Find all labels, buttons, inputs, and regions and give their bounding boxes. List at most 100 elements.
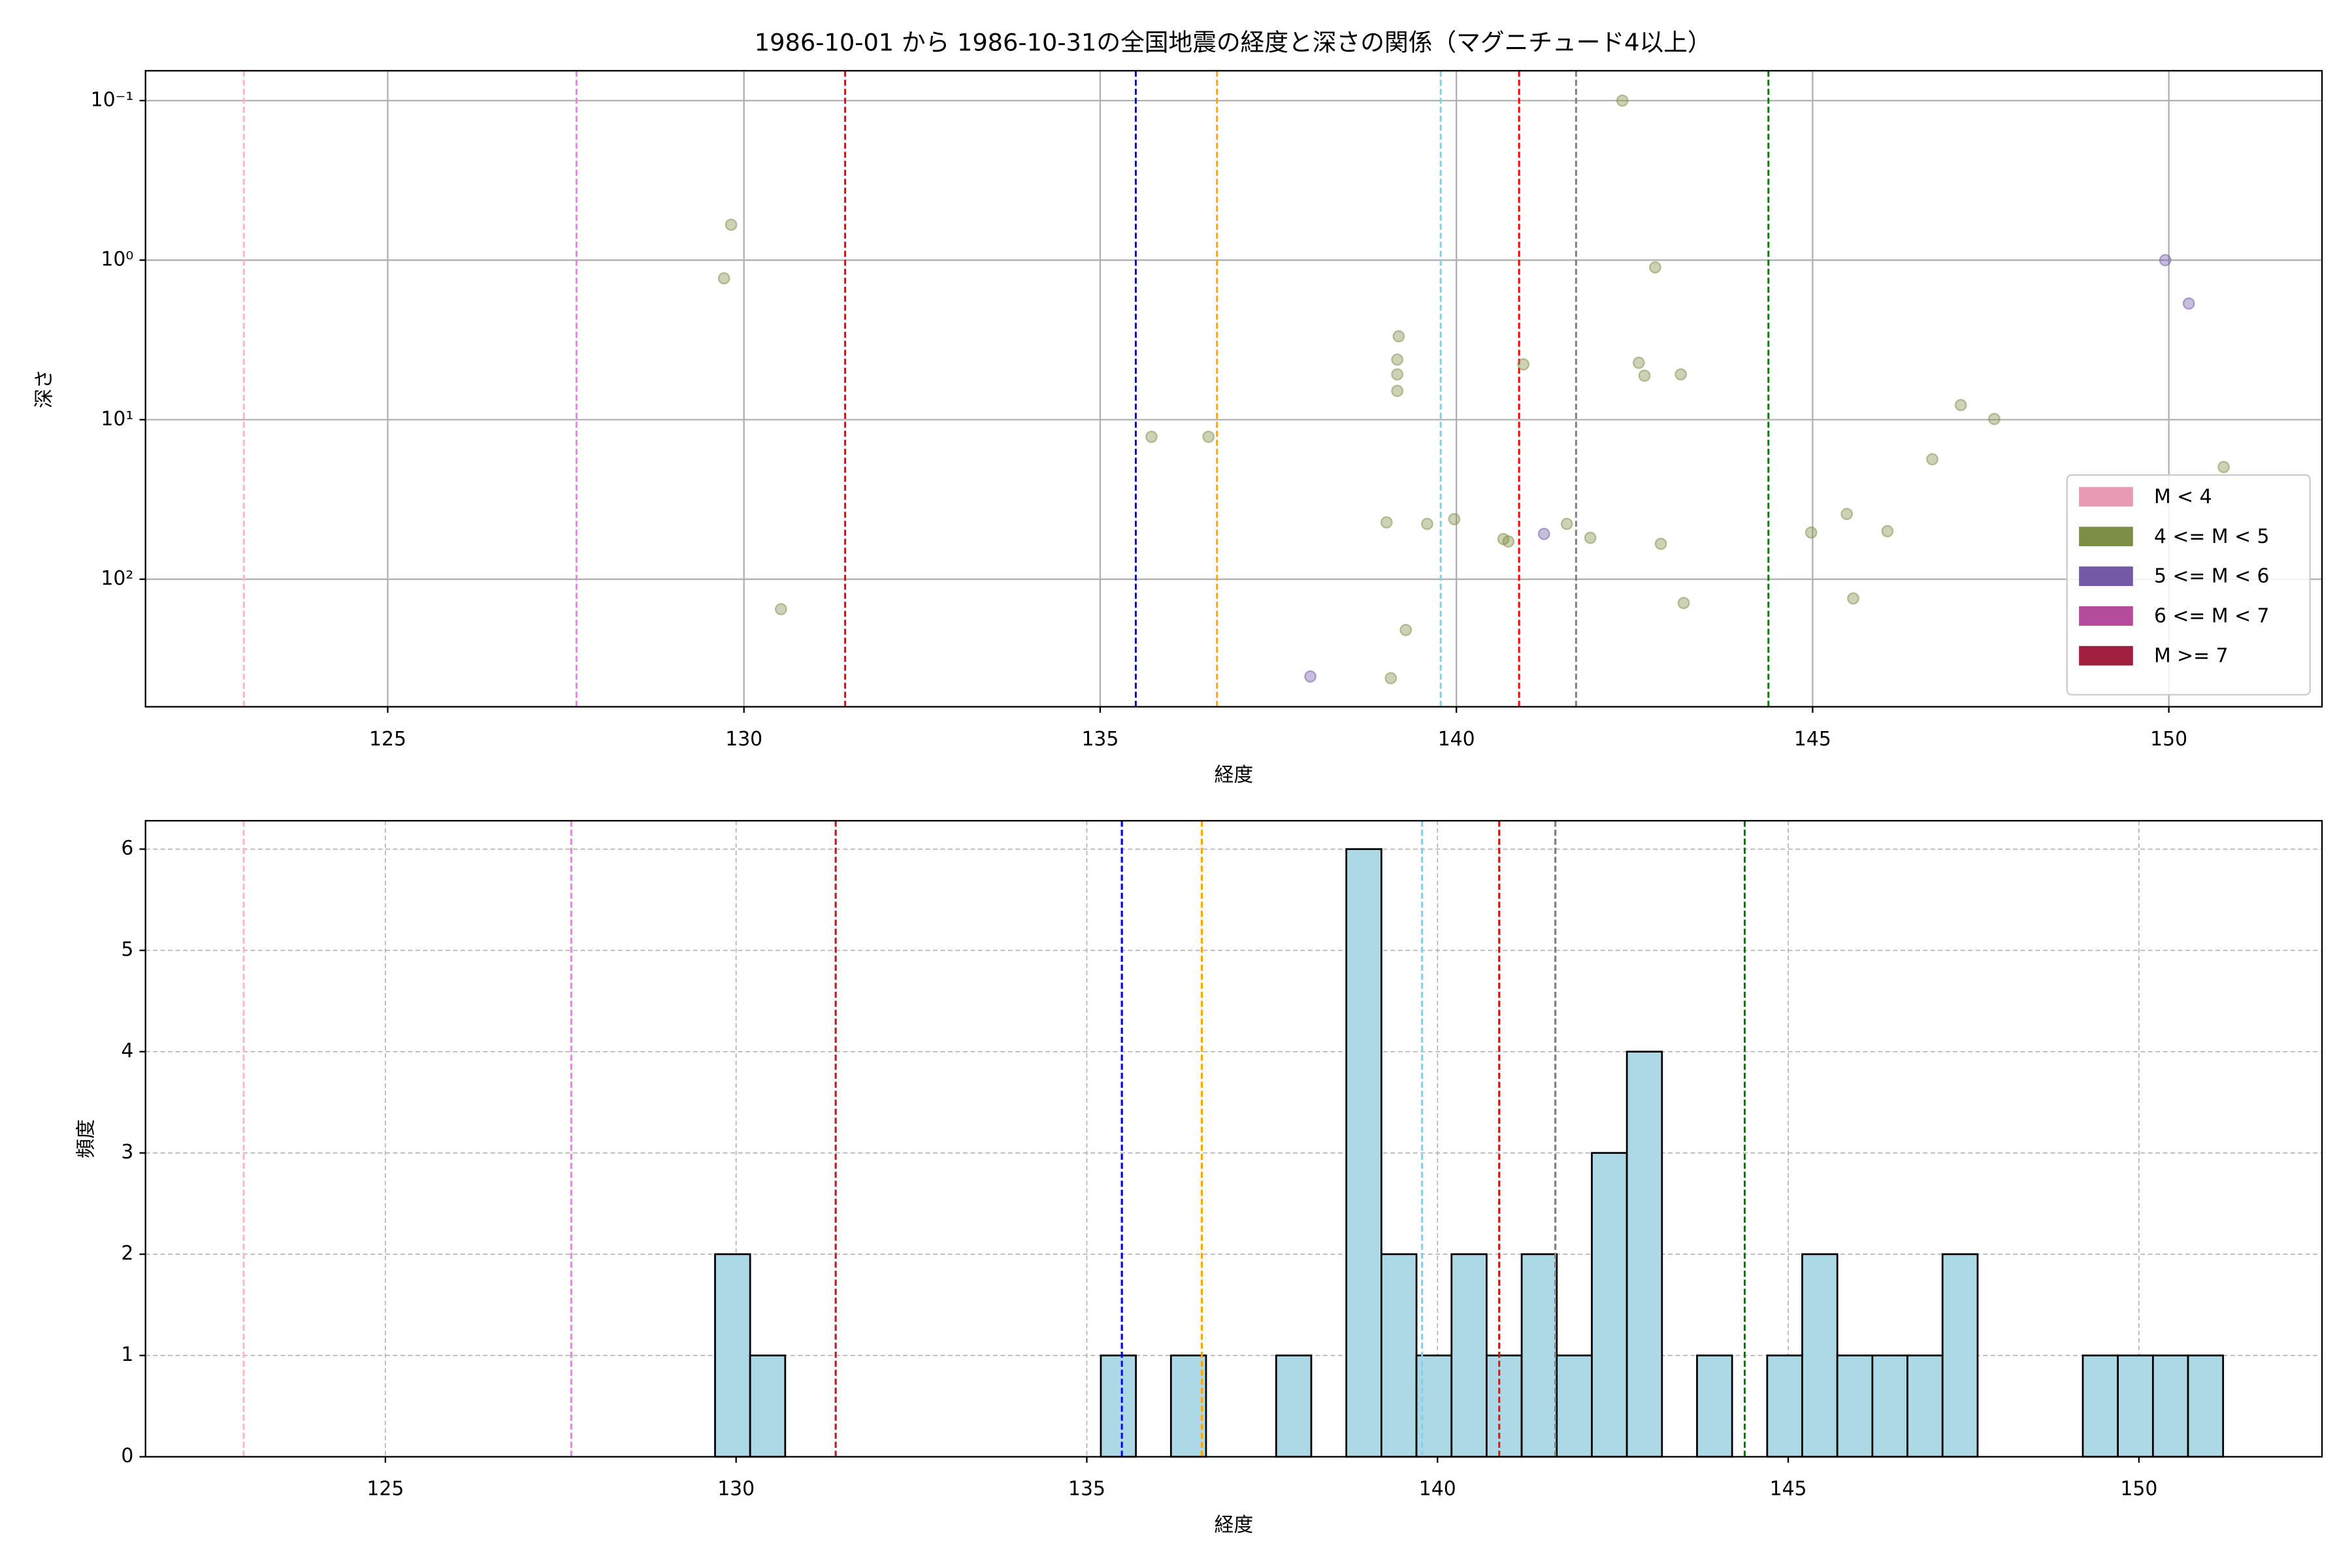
x-tick-label: 130	[717, 1478, 755, 1501]
x-tick-label: 145	[1770, 1478, 1807, 1501]
bar	[749, 1354, 787, 1458]
y-tick-label: 4	[121, 1039, 133, 1062]
point	[1391, 368, 1404, 381]
y-tick-label: 6	[121, 837, 133, 860]
legend-swatch	[2079, 645, 2133, 666]
point	[1384, 672, 1397, 685]
x-tick-label: 140	[1419, 1478, 1456, 1501]
point	[1926, 453, 1939, 466]
axes-frame	[144, 70, 2323, 708]
y-tick-label: 10⁰	[101, 248, 133, 271]
x-tick-label: 145	[1794, 728, 1831, 751]
point	[1517, 358, 1530, 371]
bar	[1766, 1354, 1803, 1458]
point	[1954, 399, 1967, 412]
legend-swatch	[2079, 566, 2133, 586]
point	[725, 218, 738, 231]
bar	[1556, 1354, 1593, 1458]
axes-frame	[144, 820, 2323, 1458]
point	[2159, 253, 2172, 267]
bar	[1941, 1253, 1979, 1458]
point	[1840, 508, 1854, 521]
bar	[1625, 1051, 1663, 1458]
point	[1638, 369, 1651, 382]
bar	[1486, 1354, 1523, 1458]
point	[717, 272, 730, 285]
point	[2182, 297, 2195, 310]
legend-swatch	[2079, 606, 2133, 626]
legend-label: M < 4	[2154, 485, 2212, 508]
y-tick-label: 5	[121, 938, 133, 961]
x-tick-label: 125	[369, 728, 406, 751]
y-axis-label: 深さ	[33, 369, 56, 408]
point	[1674, 368, 1688, 381]
point	[2217, 461, 2230, 474]
x-axis-label: 経度	[1215, 764, 1254, 787]
x-axis-label: 経度	[1215, 1514, 1254, 1537]
point	[1399, 623, 1413, 636]
bar	[2082, 1354, 2119, 1458]
y-tick-label: 10⁻¹	[91, 88, 134, 111]
point	[1616, 94, 1629, 107]
point	[1584, 531, 1597, 544]
bar	[1520, 1253, 1558, 1458]
point	[1202, 431, 1215, 443]
legend-label: 4 <= M < 5	[2154, 525, 2270, 548]
y-tick-label: 10²	[101, 567, 133, 590]
x-tick-label: 130	[725, 728, 762, 751]
point	[1632, 356, 1645, 369]
bar	[1450, 1253, 1488, 1458]
chart-title: 1986-10-01 から 1986-10-31の全国地震の経度と深さの関係（マ…	[755, 28, 1712, 56]
point	[1560, 517, 1573, 531]
bar	[1100, 1354, 1137, 1458]
bar	[1836, 1354, 1874, 1458]
x-tick-label: 125	[367, 1478, 404, 1501]
point	[1881, 525, 1894, 538]
bar	[2117, 1354, 2154, 1458]
bar	[1871, 1354, 1908, 1458]
point	[1677, 596, 1690, 610]
x-tick-label: 150	[2120, 1478, 2157, 1501]
bar	[1275, 1354, 1313, 1458]
point	[774, 602, 787, 615]
bar	[1906, 1354, 1944, 1458]
x-tick-label: 135	[1081, 728, 1119, 751]
point	[1145, 431, 1158, 443]
y-tick-label: 2	[121, 1242, 133, 1265]
point	[1304, 670, 1317, 683]
point	[1391, 384, 1404, 397]
x-tick-label: 135	[1068, 1478, 1105, 1501]
y-tick-label: 3	[121, 1141, 133, 1164]
legend-label: 6 <= M < 7	[2154, 605, 2270, 628]
bar	[2151, 1354, 2189, 1458]
y-tick-label: 10¹	[101, 408, 133, 431]
bar	[2187, 1354, 2225, 1458]
point	[1847, 592, 1859, 605]
y-axis-label: 頻度	[75, 1119, 98, 1158]
x-tick-label: 140	[1438, 728, 1475, 751]
point	[1648, 261, 1661, 274]
x-tick-label: 150	[2150, 728, 2187, 751]
point	[1421, 517, 1433, 531]
point	[1988, 412, 2001, 425]
bar	[1380, 1253, 1418, 1458]
bar	[1345, 848, 1382, 1458]
legend-label: M >= 7	[2154, 644, 2229, 667]
bar	[1801, 1253, 1838, 1458]
point	[1805, 526, 1818, 539]
point	[1380, 516, 1393, 529]
point	[1537, 527, 1550, 540]
bar	[1169, 1354, 1207, 1458]
bar	[714, 1253, 751, 1458]
point	[1502, 535, 1515, 548]
point	[1654, 537, 1667, 550]
legend-label: 5 <= M < 6	[2154, 565, 2270, 588]
point	[1448, 513, 1461, 525]
legend-swatch	[2079, 487, 2133, 507]
legend-swatch	[2079, 527, 2133, 547]
y-tick-label: 1	[121, 1343, 133, 1366]
point	[1392, 330, 1405, 343]
bar	[1591, 1152, 1628, 1458]
